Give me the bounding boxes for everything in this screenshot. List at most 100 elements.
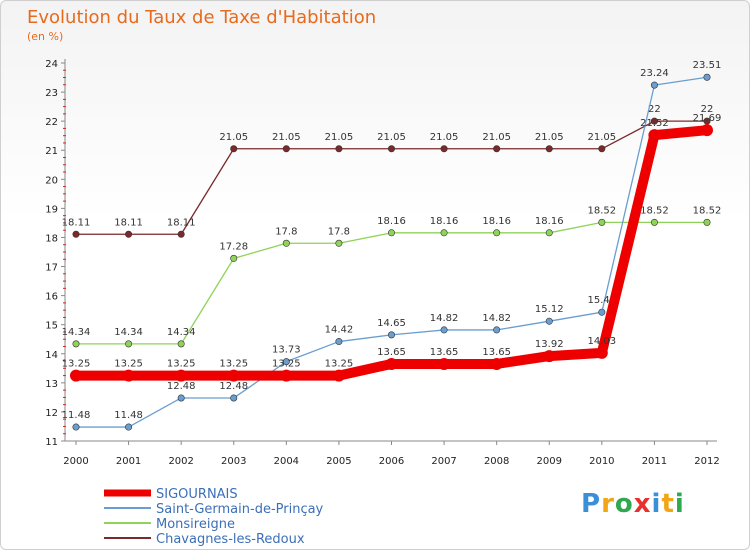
data-label: 21.52 [640, 118, 669, 129]
data-label: 18.16 [430, 216, 459, 227]
y-tick-label: 22 [45, 117, 58, 128]
y-tick-label: 14 [45, 350, 58, 361]
data-label: 21.05 [377, 132, 406, 143]
logo-letter: t [661, 489, 675, 519]
data-point [280, 369, 293, 382]
data-label: 23.51 [693, 60, 722, 71]
y-tick-label: 17 [45, 263, 58, 274]
chart-title: Evolution du Taux de Taxe d'Habitation [27, 7, 377, 28]
data-label: 13.65 [482, 347, 511, 358]
data-point [125, 230, 133, 238]
data-label: 15.12 [535, 304, 564, 315]
data-point [282, 358, 290, 366]
data-label: 21.05 [588, 132, 617, 143]
data-label: 13.25 [272, 359, 301, 370]
y-tick-label: 16 [45, 292, 58, 303]
x-tick-label: 2010 [589, 456, 614, 467]
data-point [493, 326, 501, 334]
data-label: 14.03 [588, 336, 617, 347]
data-label: 13.92 [535, 339, 564, 350]
data-label: 13.25 [62, 359, 91, 370]
data-label: 22 [701, 104, 714, 115]
y-tick-label: 15 [45, 321, 58, 332]
data-point [598, 145, 606, 153]
data-label: 14.34 [114, 327, 143, 338]
data-point [177, 340, 185, 348]
data-label: 21.05 [430, 132, 459, 143]
x-tick-label: 2002 [168, 456, 193, 467]
data-point [598, 218, 606, 226]
y-tick-label: 11 [45, 437, 58, 448]
data-label: 13.25 [325, 359, 354, 370]
logo-letter: o [614, 489, 634, 519]
data-point [703, 73, 711, 81]
data-point [72, 423, 80, 431]
data-point [650, 117, 658, 125]
data-point [701, 124, 713, 137]
data-label: 21.05 [535, 132, 564, 143]
data-label: 13.73 [272, 345, 301, 356]
data-label: 18.16 [377, 216, 406, 227]
data-label: 21.05 [272, 132, 301, 143]
data-label: 18.52 [640, 205, 669, 216]
data-label: 13.25 [219, 359, 248, 370]
legend-label: SIGOURNAIS [156, 487, 238, 502]
data-label: 14.34 [62, 327, 91, 338]
data-point [122, 369, 135, 382]
data-label: 17.28 [219, 241, 248, 252]
data-label: 18.11 [167, 217, 196, 228]
x-tick-label: 2006 [379, 456, 404, 467]
data-label: 13.65 [430, 347, 459, 358]
data-label: 18.52 [588, 205, 617, 216]
data-point [598, 308, 606, 316]
data-label: 18.16 [535, 216, 564, 227]
x-tick-label: 2009 [537, 456, 562, 467]
data-point [650, 81, 658, 89]
data-label: 18.52 [693, 205, 722, 216]
x-tick-label: 2000 [63, 456, 88, 467]
data-label: 21.05 [482, 132, 511, 143]
data-label: 11.48 [114, 410, 143, 421]
data-label: 17.8 [328, 226, 350, 237]
data-point [387, 145, 395, 153]
data-label: 18.11 [62, 217, 91, 228]
data-label: 21.05 [219, 132, 248, 143]
data-label: 13.25 [114, 359, 143, 370]
data-label: 21.69 [693, 113, 722, 124]
x-tick-label: 2005 [326, 456, 351, 467]
data-label: 14.34 [167, 327, 196, 338]
data-point [387, 229, 395, 237]
x-tick-label: 2007 [431, 456, 456, 467]
data-point [282, 145, 290, 153]
data-label: 13.65 [377, 347, 406, 358]
data-point [703, 218, 711, 226]
data-label: 23.24 [640, 68, 669, 79]
x-tick-label: 2004 [274, 456, 299, 467]
data-point [335, 145, 343, 153]
data-label: 18.16 [482, 216, 511, 227]
data-label: 12.48 [167, 381, 196, 392]
data-label: 11.48 [62, 410, 91, 421]
y-tick-label: 18 [45, 233, 58, 244]
x-tick-label: 2011 [642, 456, 667, 467]
data-label: 13.25 [167, 359, 196, 370]
data-point [125, 340, 133, 348]
logo-letter: r [601, 489, 615, 519]
data-point [177, 230, 185, 238]
data-point [493, 145, 501, 153]
y-tick-label: 12 [45, 408, 58, 419]
data-label: 14.65 [377, 318, 406, 329]
data-point [490, 357, 503, 370]
data-point [227, 369, 240, 382]
legend-label: Monsireigne [156, 517, 235, 532]
data-label: 14.82 [482, 313, 511, 324]
data-point [440, 229, 448, 237]
y-tick-label: 19 [45, 204, 58, 215]
chart-subtitle: (en %) [27, 30, 64, 43]
data-point [72, 340, 80, 348]
data-label: 18.11 [114, 217, 143, 228]
data-point [230, 145, 238, 153]
data-point [438, 357, 451, 370]
data-point [175, 369, 188, 382]
